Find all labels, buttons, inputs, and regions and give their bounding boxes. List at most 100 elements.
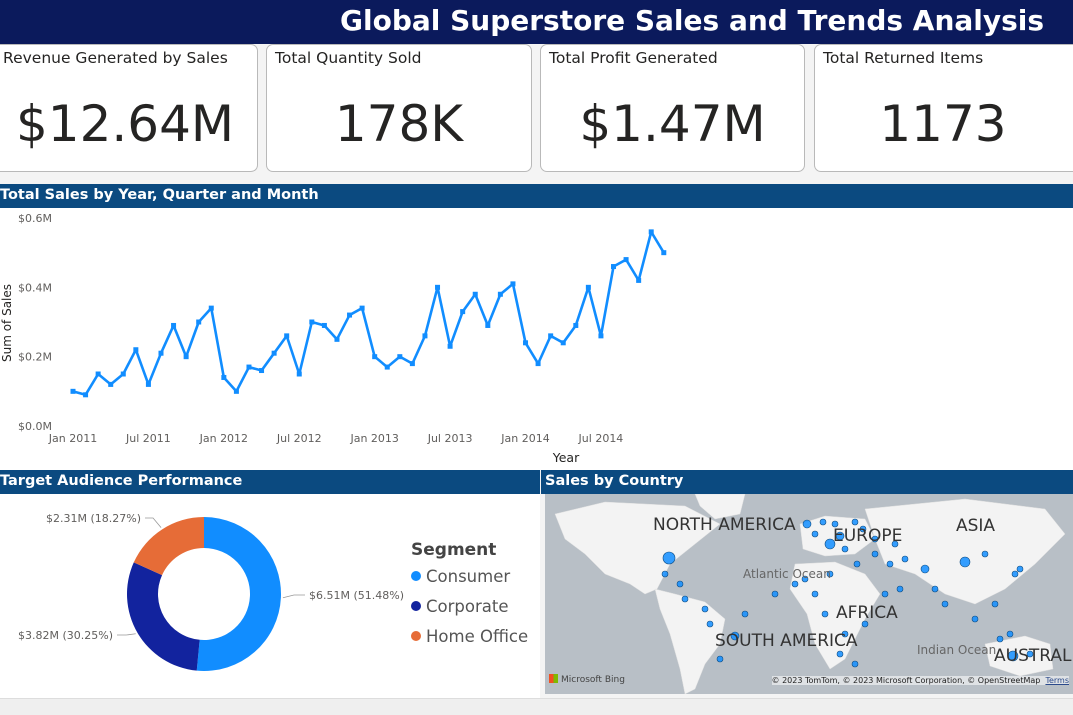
sales-point[interactable] (523, 340, 529, 346)
kpi-card-returns[interactable]: Total Returned Items 1173 (814, 44, 1073, 172)
map-bubble[interactable] (835, 531, 845, 541)
sales-point[interactable] (397, 354, 403, 360)
sales-point[interactable] (384, 364, 390, 370)
sales-point[interactable] (661, 250, 667, 256)
sales-point[interactable] (611, 264, 617, 270)
map-bubble[interactable] (991, 600, 999, 608)
map-bubble[interactable] (841, 630, 849, 638)
sales-point[interactable] (485, 322, 491, 328)
map-bubble[interactable] (662, 551, 676, 565)
map-bubble[interactable] (676, 580, 684, 588)
map-bubble[interactable] (881, 590, 889, 598)
map-bubble[interactable] (821, 610, 829, 618)
map-bubble[interactable] (996, 635, 1004, 643)
sales-point[interactable] (347, 312, 353, 318)
sales-point[interactable] (648, 229, 654, 235)
map-bubble[interactable] (836, 650, 844, 658)
sales-point[interactable] (497, 291, 503, 297)
legend-item-corporate[interactable]: Corporate (411, 597, 508, 616)
donut-chart-panel[interactable]: $6.51M (51.48%) $3.82M (30.25%) $2.31M (18… (0, 494, 540, 698)
sales-point[interactable] (271, 350, 277, 356)
sales-point[interactable] (246, 364, 252, 370)
sales-point[interactable] (183, 354, 189, 360)
sales-point[interactable] (83, 392, 89, 398)
donut-chart[interactable]: $6.51M (51.48%) $3.82M (30.25%) $2.31M (18… (0, 494, 540, 698)
map-bubble[interactable] (941, 600, 949, 608)
sales-point[interactable] (372, 354, 378, 360)
map-bubble[interactable] (920, 564, 930, 574)
map-bubble[interactable] (841, 545, 849, 553)
map-bubble[interactable] (896, 585, 904, 593)
sales-point[interactable] (158, 350, 164, 356)
donut-slice-consumer[interactable] (196, 517, 282, 671)
map-bubble[interactable] (824, 538, 836, 550)
sales-point[interactable] (460, 309, 466, 315)
map-bubble[interactable] (1006, 630, 1014, 638)
map-bubble[interactable] (1011, 570, 1019, 578)
sales-point[interactable] (120, 371, 126, 377)
map-bubble[interactable] (801, 575, 809, 583)
legend-item-home-office[interactable]: Home Office (411, 627, 528, 646)
map-bubble[interactable] (791, 580, 799, 588)
map-bubble[interactable] (981, 550, 989, 558)
map-bubble[interactable] (959, 556, 971, 568)
map-bubble[interactable] (1016, 565, 1024, 573)
sales-point[interactable] (321, 322, 327, 328)
map-bubble[interactable] (871, 535, 879, 543)
sales-point[interactable] (108, 381, 114, 387)
map-bubble[interactable] (701, 605, 709, 613)
sales-point[interactable] (435, 284, 441, 290)
map-bubble[interactable] (931, 585, 939, 593)
kpi-card-revenue[interactable]: Revenue Generated by Sales $12.64M (0, 44, 258, 172)
map-bubble[interactable] (811, 590, 819, 598)
sales-point[interactable] (409, 361, 415, 367)
map-bubble[interactable] (1007, 650, 1019, 662)
map-bubble[interactable] (826, 570, 834, 578)
map-bubble[interactable] (819, 518, 827, 526)
map-bubble[interactable] (831, 520, 839, 528)
map-bubble[interactable] (851, 518, 859, 526)
map-bubble[interactable] (661, 570, 669, 578)
kpi-card-quantity[interactable]: Total Quantity Sold 178K (266, 44, 532, 172)
sales-point[interactable] (535, 361, 541, 367)
map-bubble[interactable] (681, 595, 689, 603)
map-bubble[interactable] (706, 620, 714, 628)
sales-point[interactable] (145, 381, 151, 387)
map-bubble[interactable] (771, 590, 779, 598)
map-bubble[interactable] (741, 610, 749, 618)
legend-item-consumer[interactable]: Consumer (411, 567, 510, 586)
world-map[interactable] (545, 494, 1073, 694)
sales-point[interactable] (133, 347, 139, 353)
sales-point[interactable] (359, 305, 365, 311)
sales-point[interactable] (233, 388, 239, 394)
sales-point[interactable] (208, 305, 214, 311)
donut-slice-corporate[interactable] (127, 562, 200, 671)
sales-point[interactable] (95, 371, 101, 377)
sales-point[interactable] (623, 257, 629, 263)
sales-point[interactable] (422, 333, 428, 339)
line-chart[interactable]: $0.0M $0.2M $0.4M $0.6M Jan 2011 Jul 2011 Jan … (0, 208, 1073, 470)
map-bubble[interactable] (1026, 650, 1034, 658)
sales-point[interactable] (636, 277, 642, 283)
line-chart-panel[interactable]: $0.0M $0.2M $0.4M $0.6M Jan 2011 Jul 2011 Jan … (0, 208, 1073, 470)
sales-point[interactable] (171, 322, 177, 328)
sales-point[interactable] (309, 319, 315, 325)
sales-point[interactable] (598, 333, 604, 339)
sales-point[interactable] (447, 343, 453, 349)
kpi-card-profit[interactable]: Total Profit Generated $1.47M (540, 44, 805, 172)
sales-point[interactable] (284, 333, 290, 339)
sales-point[interactable] (573, 322, 579, 328)
map-bubble[interactable] (886, 560, 894, 568)
map-bubble[interactable] (861, 620, 869, 628)
sales-point[interactable] (196, 319, 202, 325)
sales-point[interactable] (221, 374, 227, 380)
map-bubble[interactable] (730, 631, 740, 641)
sales-point[interactable] (334, 336, 340, 342)
sales-point[interactable] (259, 368, 265, 374)
sales-point[interactable] (296, 371, 302, 377)
sales-point[interactable] (560, 340, 566, 346)
sales-point[interactable] (585, 284, 591, 290)
sales-point[interactable] (548, 333, 554, 339)
sales-point[interactable] (510, 281, 516, 287)
map-bubble[interactable] (802, 519, 812, 529)
